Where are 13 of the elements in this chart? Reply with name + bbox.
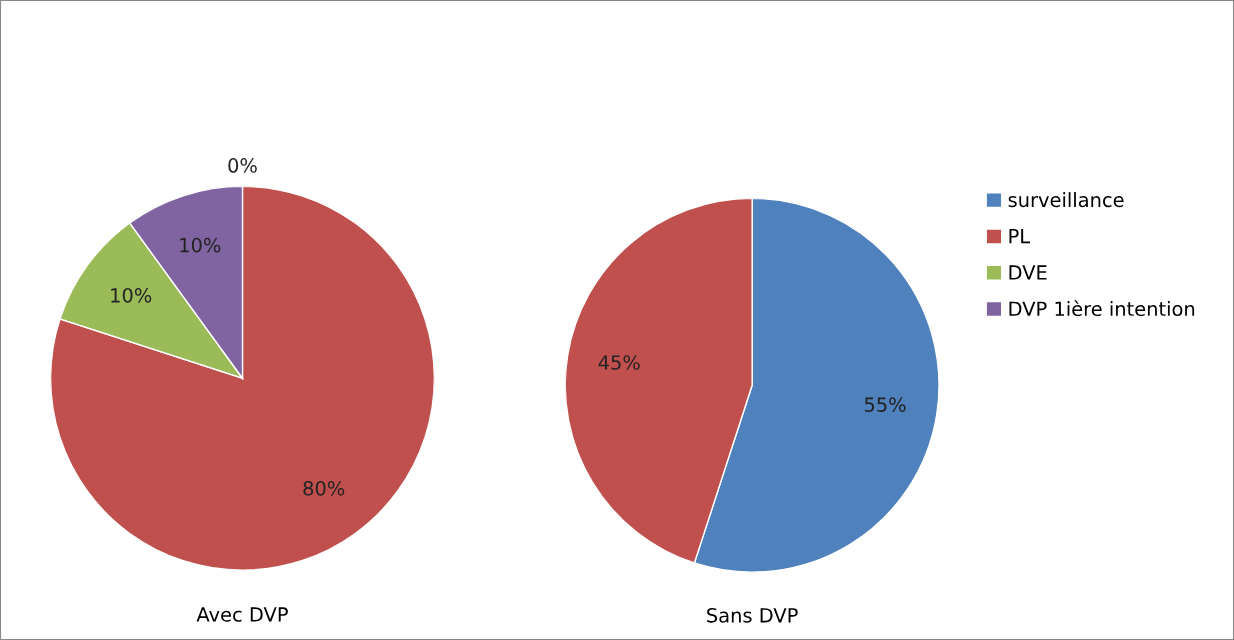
text: Sans DVP <box>707 607 798 623</box>
pie-slice <box>50 186 435 571</box>
legend-label: PL <box>1009 229 1031 244</box>
text: 0% <box>228 158 257 173</box>
data-label: 10% <box>111 287 152 303</box>
data-label: 10% <box>180 237 221 253</box>
text: Avec DVP <box>196 607 288 622</box>
data-label: 55% <box>864 397 906 412</box>
legend-label: DVE <box>1009 265 1047 280</box>
data-label: 80% <box>303 480 345 496</box>
data-label: 45% <box>598 355 640 370</box>
legend-label: DVP 1ière intention <box>1009 300 1195 317</box>
legend-label: surveillance <box>1008 192 1124 208</box>
